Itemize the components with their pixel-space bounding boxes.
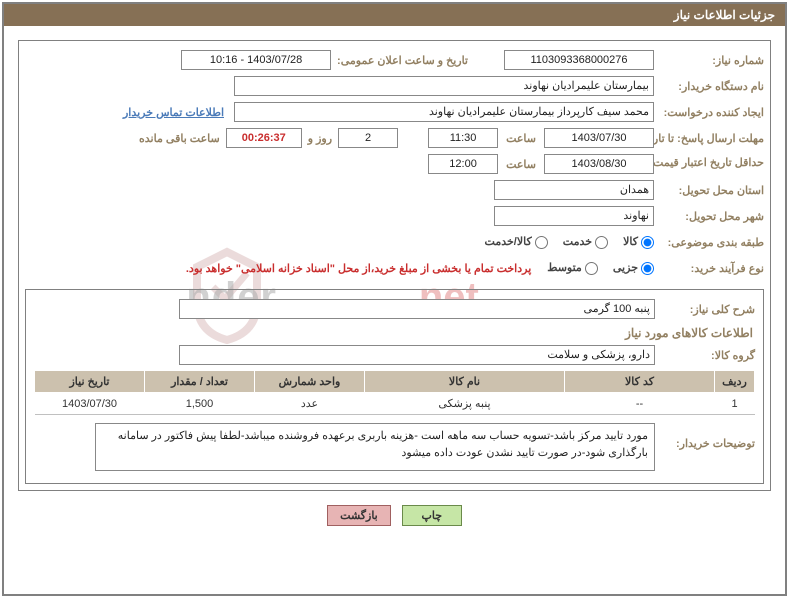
radio-small[interactable]: جزیی	[613, 262, 654, 274]
td-code: --	[565, 393, 715, 415]
need-no-label: شماره نیاز:	[654, 54, 764, 67]
print-button[interactable]: چاپ	[402, 505, 462, 526]
requester-field: محمد سیف کارپرداز بیمارستان علیمرادیان ن…	[234, 102, 654, 122]
process-type-label: نوع فرآیند خرید:	[654, 262, 764, 275]
items-table: ردیف کد کالا نام کالا واحد شمارش تعداد /…	[34, 370, 755, 415]
button-row: چاپ بازگشت	[4, 505, 785, 526]
items-sub-panel: شرح کلی نیاز: پنبه 100 گرمی اطلاعات کالا…	[25, 289, 764, 484]
radio-both-input[interactable]	[535, 236, 548, 249]
buyer-notes-field: مورد تایید مرکز باشد-تسویه حساب سه ماهه …	[95, 423, 655, 471]
table-row: 1 -- پنبه پزشکی عدد 1,500 1403/07/30	[35, 393, 755, 415]
item-group-field: دارو، پزشکی و سلامت	[179, 345, 655, 365]
th-unit: واحد شمارش	[255, 371, 365, 393]
td-idx: 1	[715, 393, 755, 415]
back-button[interactable]: بازگشت	[327, 505, 391, 526]
td-name: پنبه پزشکی	[365, 393, 565, 415]
deadline-date-field: 1403/07/30	[544, 128, 654, 148]
items-section-title: اطلاعات کالاهای مورد نیاز	[34, 326, 753, 340]
requester-label: ایجاد کننده درخواست:	[654, 106, 764, 119]
radio-medium[interactable]: متوسط	[547, 262, 598, 274]
province-field: همدان	[494, 180, 654, 200]
th-name: نام کالا	[365, 371, 565, 393]
gen-desc-label: شرح کلی نیاز:	[655, 303, 755, 316]
deadline-time-label: ساعت	[506, 132, 536, 145]
radio-small-input[interactable]	[641, 262, 654, 275]
days-left-field: 2	[338, 128, 398, 148]
buyer-org-field: بیمارستان علیمرادیان نهاوند	[234, 76, 654, 96]
th-code: کد کالا	[565, 371, 715, 393]
city-label: شهر محل تحویل:	[654, 210, 764, 223]
radio-medium-input[interactable]	[585, 262, 598, 275]
deadline-time-field: 11:30	[428, 128, 498, 148]
th-idx: ردیف	[715, 371, 755, 393]
radio-service-input[interactable]	[595, 236, 608, 249]
th-qty: تعداد / مقدار	[145, 371, 255, 393]
buyer-notes-label: توضیحات خریدار:	[655, 423, 755, 450]
radio-goods-input[interactable]	[641, 236, 654, 249]
days-and-label: روز و	[308, 132, 332, 145]
subject-cat-label: طبقه بندی موضوعی:	[654, 236, 764, 249]
th-date: تاریخ نیاز	[35, 371, 145, 393]
process-radio-group: جزیی متوسط	[535, 261, 654, 275]
validity-time-field: 12:00	[428, 154, 498, 174]
subject-radio-group: کالا خدمت کالا/خدمت	[473, 235, 654, 249]
table-header-row: ردیف کد کالا نام کالا واحد شمارش تعداد /…	[35, 371, 755, 393]
validity-date-field: 1403/08/30	[544, 154, 654, 174]
radio-service[interactable]: خدمت	[563, 236, 608, 248]
announce-dt-label: تاریخ و ساعت اعلان عمومی:	[337, 54, 468, 67]
buyer-org-label: نام دستگاه خریدار:	[654, 80, 764, 93]
radio-goods[interactable]: کالا	[623, 236, 654, 248]
validity-label: حداقل تاریخ اعتبار قیمت: تا تاریخ:	[654, 157, 764, 170]
city-field: نهاوند	[494, 206, 654, 226]
treasury-notice: پرداخت تمام یا بخشی از مبلغ خرید،از محل …	[25, 262, 535, 275]
province-label: استان محل تحویل:	[654, 184, 764, 197]
announce-dt-field: 1403/07/28 - 10:16	[181, 50, 331, 70]
td-qty: 1,500	[145, 393, 255, 415]
gen-desc-field: پنبه 100 گرمی	[179, 299, 655, 319]
validity-time-label: ساعت	[506, 158, 536, 171]
td-unit: عدد	[255, 393, 365, 415]
item-group-label: گروه کالا:	[655, 349, 755, 362]
panel-header: جزئیات اطلاعات نیاز	[4, 4, 785, 26]
radio-both[interactable]: کالا/خدمت	[485, 236, 548, 248]
td-date: 1403/07/30	[35, 393, 145, 415]
remaining-label: ساعت باقی مانده	[139, 132, 220, 145]
need-no-field: 1103093368000276	[504, 50, 654, 70]
contact-link[interactable]: اطلاعات تماس خریدار	[123, 106, 224, 119]
deadline-label: مهلت ارسال پاسخ: تا تاریخ:	[654, 132, 764, 145]
time-left-field: 00:26:37	[226, 128, 302, 148]
